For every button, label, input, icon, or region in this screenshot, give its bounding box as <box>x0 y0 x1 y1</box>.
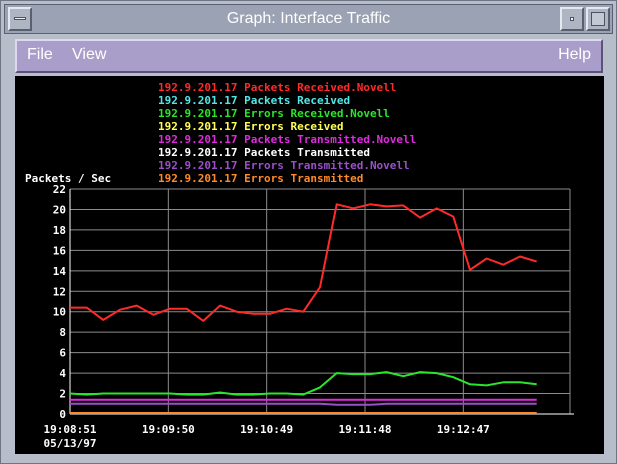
legend-host: 192.9.201.17 <box>158 120 238 133</box>
legend-metric: Errors Transmitted.Novell <box>244 159 410 172</box>
legend-metric: Errors Transmitted <box>244 172 364 185</box>
minimize-button[interactable] <box>560 7 584 31</box>
y-tick-label: 18 <box>53 224 66 237</box>
y-tick-label: 0 <box>59 408 66 421</box>
legend-metric: Packets Transmitted <box>244 146 370 159</box>
menu-view[interactable]: View <box>72 46 107 63</box>
y-tick-label: 6 <box>59 347 66 360</box>
y-axis-title: Packets / Sec <box>25 172 112 185</box>
menu-bar: File View Help <box>15 39 603 73</box>
traffic-chart: 0 2 4 6 8 10 12 14 16 18 20 22 19:08:51 19:09:50 19:10… <box>44 183 574 450</box>
x-tick-label: 19:08:51 <box>44 423 97 436</box>
window-menu-icon <box>14 17 26 20</box>
legend-host: 192.9.201.17 <box>158 94 238 107</box>
x-tick-label: 19:09:50 <box>142 423 195 436</box>
legend-metric: Errors Received <box>244 120 344 133</box>
legend-host: 192.9.201.17 <box>158 159 238 172</box>
x-tick-label: 19:11:48 <box>339 423 392 436</box>
legend-entry: 192.9.201.17 Packets Transmitted.Novell <box>158 133 416 146</box>
maximize-icon <box>591 12 605 26</box>
legend-entry: 192.9.201.17 Packets Transmitted <box>158 146 370 159</box>
y-tick-label: 12 <box>53 285 66 298</box>
legend-metric: Packets Received <box>244 94 351 107</box>
y-tick-label: 8 <box>59 326 66 339</box>
legend-metric: Packets Received.Novell <box>244 81 397 94</box>
x-tick-label: 19:10:49 <box>240 423 293 436</box>
window-title: Graph: Interface Traffic <box>226 10 391 27</box>
window-menu-button[interactable] <box>8 7 32 31</box>
y-tick-label: 10 <box>53 306 66 319</box>
legend-host: 192.9.201.17 <box>158 81 238 94</box>
series-line-2 <box>69 371 537 396</box>
y-tick-label: 22 <box>53 183 66 196</box>
legend-metric: Errors Received.Novell <box>244 107 390 120</box>
legend-entry: 192.9.201.17 Errors Received.Novell <box>158 107 390 120</box>
y-tick-label: 16 <box>53 244 67 257</box>
legend-host: 192.9.201.17 <box>158 172 238 185</box>
legend-metric: Packets Transmitted.Novell <box>244 133 417 146</box>
y-tick-label: 20 <box>53 203 66 216</box>
legend-entry: 192.9.201.17 Errors Received <box>158 120 343 133</box>
legend-host: 192.9.201.17 <box>158 133 238 146</box>
series-line-0 <box>70 203 537 322</box>
graph-panel: 192.9.201.17 Packets Received.Novell 192.… <box>15 76 604 454</box>
menu-help[interactable]: Help <box>558 46 591 63</box>
y-tick-label: 14 <box>53 265 67 278</box>
y-tick-label: 4 <box>59 367 66 380</box>
legend-host: 192.9.201.17 <box>158 107 238 120</box>
series-line-6 <box>70 402 537 406</box>
legend-entry: 192.9.201.17 Errors Transmitted.Novell <box>158 159 410 172</box>
maximize-button[interactable] <box>586 7 610 31</box>
legend-entry: 192.9.201.17 Errors Transmitted <box>158 172 363 185</box>
legend-host: 192.9.201.17 <box>158 146 238 159</box>
title-bar[interactable]: Graph: Interface Traffic <box>4 4 613 34</box>
legend-entry: 192.9.201.17 Packets Received <box>158 94 350 107</box>
legend-entry: 192.9.201.17 Packets Received.Novell <box>158 81 396 94</box>
x-tick-label: 19:12:47 <box>437 423 490 436</box>
menu-file[interactable]: File <box>27 46 53 63</box>
y-tick-label: 2 <box>59 388 66 401</box>
minimize-icon <box>570 17 574 21</box>
date-label: 05/13/97 <box>44 437 97 450</box>
